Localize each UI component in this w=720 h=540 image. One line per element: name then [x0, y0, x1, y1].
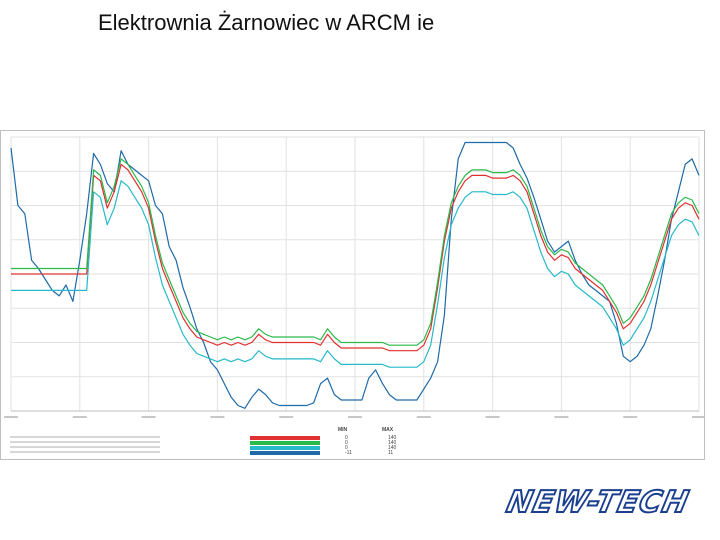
legend-row-description [10, 436, 160, 438]
slide-title: Elektrownia Żarnowiec w ARCM ie [98, 10, 435, 35]
legend-min-value: -11 [345, 450, 352, 456]
legend-row-description [10, 451, 160, 453]
series-line-2 [11, 163, 700, 352]
legend-min-value: 0 [345, 435, 348, 441]
legend-swatch [250, 436, 320, 440]
legend-max-header: MAX [382, 427, 394, 433]
new-tech-logo-text: NEW-TECH [503, 484, 694, 521]
chart-legend: MIN MAX 0 140 0 140 0 140 -11 11 [0, 427, 700, 458]
x-tick-label [4, 416, 18, 418]
x-tick-label [416, 416, 431, 418]
x-tick-label [554, 416, 569, 418]
x-tick-label [692, 416, 704, 418]
trend-chart [0, 130, 705, 460]
x-tick-label [72, 416, 87, 418]
legend-min-value: 0 [345, 445, 348, 451]
series-line-1 [10, 141, 700, 409]
x-tick-label [210, 416, 225, 418]
legend-row-description [10, 441, 160, 443]
legend-min-value: 0 [345, 440, 348, 446]
x-tick-label [623, 416, 638, 418]
series-line-3 [11, 158, 700, 346]
legend-max-value: 140 [388, 445, 397, 451]
legend-max-value: 11 [388, 450, 394, 456]
series-line-4 [11, 180, 700, 368]
legend-max-value: 140 [388, 435, 397, 441]
x-tick-label [141, 416, 156, 418]
new-tech-logo: NEW-TECH [502, 484, 694, 521]
trend-chart-plot [4, 136, 704, 418]
x-tick-label [485, 416, 500, 418]
legend-swatch [250, 446, 320, 450]
legend-max-value: 140 [388, 440, 397, 446]
legend-row-description [10, 446, 160, 448]
legend-min-header: MIN [338, 427, 348, 433]
legend-swatch [250, 441, 320, 445]
x-tick-label [279, 416, 294, 418]
x-tick-label [348, 416, 362, 418]
legend-swatch [250, 451, 320, 455]
